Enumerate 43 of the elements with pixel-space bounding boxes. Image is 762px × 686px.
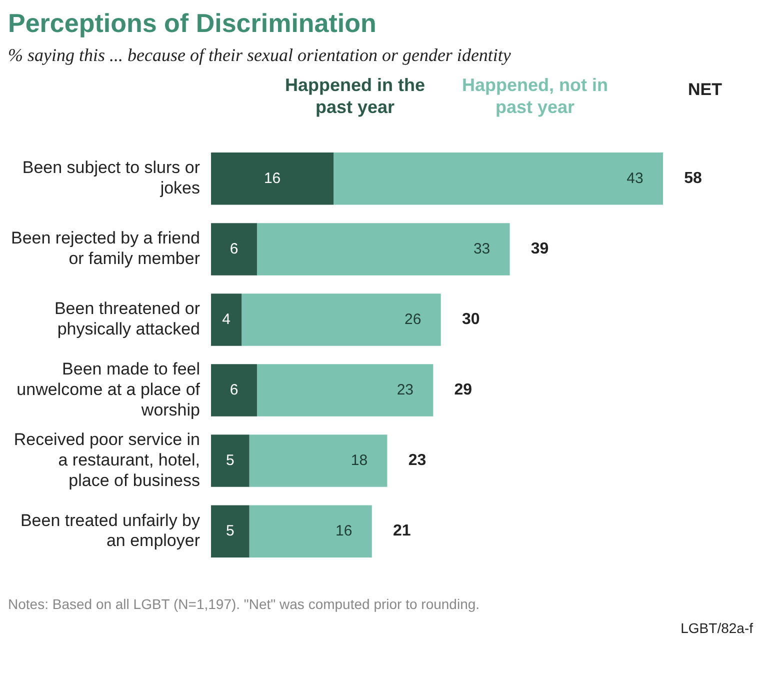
series-label: Happened, not in past year — [461, 74, 609, 118]
data-label: 43 — [626, 170, 644, 187]
legend-title: NET — [688, 80, 722, 100]
chart-title: Perceptions of Discrimination — [8, 8, 378, 39]
data-label: 6 — [230, 240, 238, 258]
total-label: 58 — [684, 170, 702, 188]
bar — [334, 152, 663, 205]
text: LGBT/82a-f — [680, 620, 753, 636]
total-label: 29 — [454, 382, 472, 399]
y-tick-label: Been treated unfairly by an employer — [20, 510, 200, 550]
series-label: Happened in the past year — [284, 74, 426, 118]
bar — [249, 505, 372, 558]
data-label: 18 — [350, 452, 368, 469]
data-label: 26 — [404, 310, 422, 328]
total-label: 39 — [530, 240, 549, 258]
bar — [211, 152, 334, 205]
data-label: 4 — [222, 310, 230, 328]
y-tick-label: Been subject to slurs or jokes — [22, 158, 200, 198]
bar — [256, 223, 510, 276]
chart-subtitle: % saying this ... because of their sexual orientation or gender identity — [8, 45, 512, 66]
bar — [256, 364, 434, 416]
data-label: 5 — [226, 522, 234, 540]
total-label: 30 — [462, 311, 480, 328]
total-label: 21 — [392, 522, 411, 540]
text: Notes: Based on all LGBT (N=1,197). "Net" was computed prior to rounding. — [8, 596, 481, 612]
data-label: 16 — [264, 170, 281, 187]
bar — [249, 434, 388, 487]
data-label: 6 — [230, 381, 238, 398]
data-label: 5 — [226, 452, 234, 469]
bar — [242, 294, 441, 346]
y-tick-label: Been made to feel unwelcome at a place of worship — [16, 360, 200, 420]
bar — [211, 434, 250, 487]
data-label: 16 — [336, 522, 352, 540]
bar — [211, 505, 250, 558]
data-label: 23 — [396, 381, 414, 398]
bar — [211, 364, 257, 416]
y-tick-label: Received poor service in a restaurant, hotel, place of business — [14, 430, 200, 490]
total-label: 23 — [408, 452, 426, 470]
y-tick-label: Been threatened or physically attacked — [54, 299, 200, 339]
y-tick-label: Been rejected by a friend or family member — [10, 228, 200, 268]
data-label: 33 — [473, 240, 490, 258]
bar — [211, 294, 242, 346]
bar — [211, 223, 257, 276]
